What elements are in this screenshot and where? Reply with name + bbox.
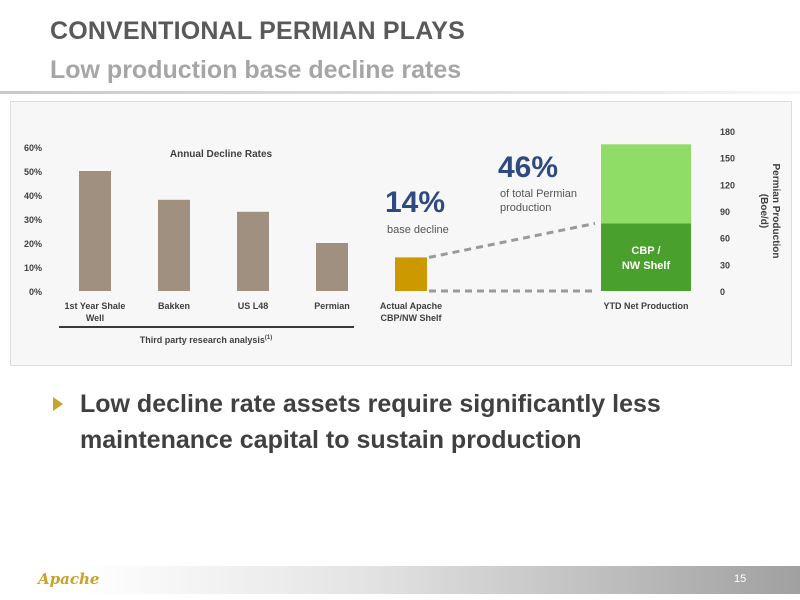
x-category-label: CBP/NW Shelf	[380, 313, 442, 323]
y-tick-label-right: 120	[720, 180, 735, 190]
segment-label: NW Shelf	[622, 260, 671, 272]
y-tick-label-right: 60	[720, 234, 730, 244]
bullet-arrow-icon	[53, 397, 63, 411]
slide-subtitle: Low production base decline rates	[50, 56, 462, 84]
x-category-label: Well	[86, 313, 104, 323]
decline-bar	[395, 257, 427, 291]
x-category-label: 1st Year Shale	[65, 301, 126, 311]
dashed-connector-top	[428, 221, 596, 259]
y-axis-label-line: Permian Production	[770, 163, 781, 258]
x-category-label: Bakken	[158, 301, 190, 311]
decline-bar	[316, 243, 348, 291]
chart-panel: 0% 10% 20% 30% 40% 50% 60% 1st Year Shale Well Ba…	[10, 101, 792, 366]
annotation-text-base-decline: base decline	[387, 224, 449, 236]
decline-bar	[158, 199, 190, 291]
bullet-text: Low decline rate assets require signific…	[80, 390, 661, 454]
chart-title: Annual Decline Rates	[170, 149, 273, 160]
y-tick-label-left: 40%	[24, 191, 42, 201]
production-segment-cbp-nw-shelf	[601, 223, 691, 291]
annotation-value-46: 46%	[498, 151, 558, 184]
y-tick-label-left: 30%	[24, 215, 42, 225]
x-category-label: YTD Net Production	[604, 301, 689, 311]
y-tick-label-left: 0%	[29, 287, 42, 297]
annotation-text-total-permian: of total Permian	[500, 188, 577, 200]
title-divider	[0, 91, 800, 94]
page-number: 15	[734, 573, 747, 585]
y-tick-label-right: 90	[720, 207, 730, 217]
production-segment-other-permian	[601, 144, 691, 224]
y-tick-label-right: 0	[720, 287, 725, 297]
y-tick-label-left: 60%	[24, 143, 42, 153]
x-category-label: US L48	[238, 301, 269, 311]
group-label: Third party research analysis(1)	[140, 335, 272, 345]
slide-title: CONVENTIONAL PERMIAN PLAYS	[50, 17, 465, 45]
x-category-label: Permian	[314, 301, 350, 311]
y-axis-label-right: Permian Production(Boe/d)	[758, 163, 781, 258]
y-tick-label-right: 180	[720, 127, 735, 137]
y-tick-label-left: 20%	[24, 239, 42, 249]
y-axis-label-line: (Boe/d)	[758, 194, 769, 228]
footer-band	[0, 566, 800, 594]
annotation-text-total-permian: production	[500, 202, 551, 214]
segment-label: CBP /	[631, 245, 660, 257]
footnote-marker: (1)	[265, 335, 272, 341]
annotation-value-14: 14%	[385, 186, 445, 219]
decline-and-production-chart: 0% 10% 20% 30% 40% 50% 60% 1st Year Shale Well Ba…	[24, 127, 781, 345]
y-tick-label-left: 10%	[24, 263, 42, 273]
decline-bar	[237, 211, 269, 291]
y-tick-label-right: 150	[720, 154, 735, 164]
x-category-label: Actual Apache	[380, 301, 442, 311]
apache-logo: Apache	[38, 570, 100, 588]
decline-bar	[79, 171, 111, 291]
y-tick-label-right: 30	[720, 260, 730, 270]
y-tick-label-left: 50%	[24, 167, 42, 177]
